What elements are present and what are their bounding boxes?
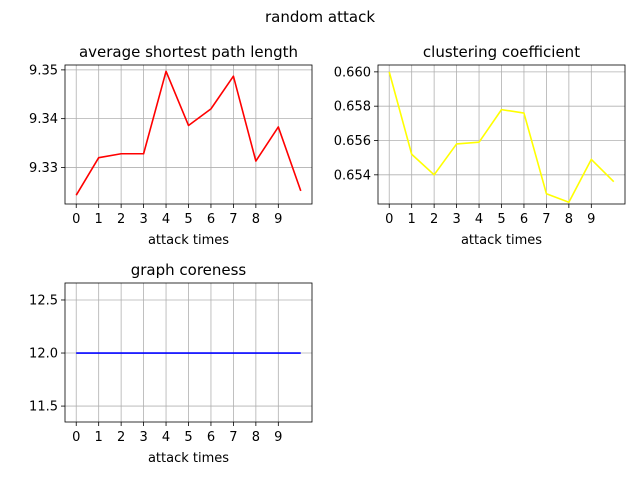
x-tick-label: 3: [452, 212, 460, 227]
x-tick-label: 9: [274, 430, 282, 445]
x-tick-label: 0: [72, 212, 80, 227]
y-tick-label: 9.34: [29, 112, 58, 127]
x-tick-label: 9: [587, 212, 595, 227]
x-tick-label: 3: [139, 212, 147, 227]
x-tick-label: 1: [95, 430, 103, 445]
y-tick-label: 0.654: [334, 168, 371, 183]
y-tick-label: 0.660: [334, 65, 371, 80]
x-tick-label: 4: [475, 212, 483, 227]
x-axis-label: attack times: [148, 451, 229, 466]
x-tick-label: 7: [229, 212, 237, 227]
x-tick-label: 5: [184, 212, 192, 227]
subplot-title: average shortest path length: [79, 43, 298, 61]
x-tick-label: 6: [207, 212, 215, 227]
y-tick-label: 11.5: [29, 400, 58, 415]
y-tick-label: 0.656: [334, 134, 371, 149]
series-line: [388, 71, 615, 204]
y-tick-label: 0.658: [334, 100, 371, 115]
x-tick-label: 1: [95, 212, 103, 227]
x-tick-label: 4: [162, 212, 170, 227]
x-tick-label: 1: [408, 212, 416, 227]
subplot-title: graph coreness: [131, 261, 247, 279]
x-tick-label: 6: [207, 430, 215, 445]
x-tick-label: 8: [252, 430, 260, 445]
x-tick-label: 4: [162, 430, 170, 445]
x-tick-label: 8: [252, 212, 260, 227]
x-tick-label: 9: [274, 212, 282, 227]
x-tick-label: 7: [542, 212, 550, 227]
y-tick-label: 12.5: [29, 293, 58, 308]
x-axis-label: attack times: [148, 233, 229, 248]
subplot-3: 0 1 2 3 4 5 6 7 8 9 11.5 12.0 12.5 graph coreness atta…: [29, 261, 313, 466]
x-tick-label: 2: [117, 430, 125, 445]
series-line: [75, 70, 302, 196]
y-tick-label: 9.33: [29, 161, 58, 176]
x-tick-label: 0: [72, 430, 80, 445]
y-tick-label: 12.0: [29, 347, 58, 362]
x-tick-label: 0: [385, 212, 393, 227]
subplot-1: 0 1 2 3 4 5 6 7 8 9 9.33 9.34 9.35 average shortest p…: [29, 43, 313, 248]
x-tick-label: 2: [117, 212, 125, 227]
x-tick-label: 7: [229, 430, 237, 445]
x-tick-label: 8: [565, 212, 573, 227]
subplot-2: 0 1 2 3 4 5 6 7 8 9 0.654 0.656 0.658 0.660 clustering…: [334, 43, 626, 248]
x-tick-label: 5: [497, 212, 505, 227]
subplot-title: clustering coefficient: [423, 43, 580, 61]
x-tick-label: 2: [430, 212, 438, 227]
x-axis-label: attack times: [461, 233, 542, 248]
x-tick-label: 6: [520, 212, 528, 227]
figure-suptitle: random attack: [265, 8, 375, 26]
y-tick-label: 9.35: [29, 63, 58, 78]
x-tick-label: 3: [139, 430, 147, 445]
x-tick-label: 5: [184, 430, 192, 445]
